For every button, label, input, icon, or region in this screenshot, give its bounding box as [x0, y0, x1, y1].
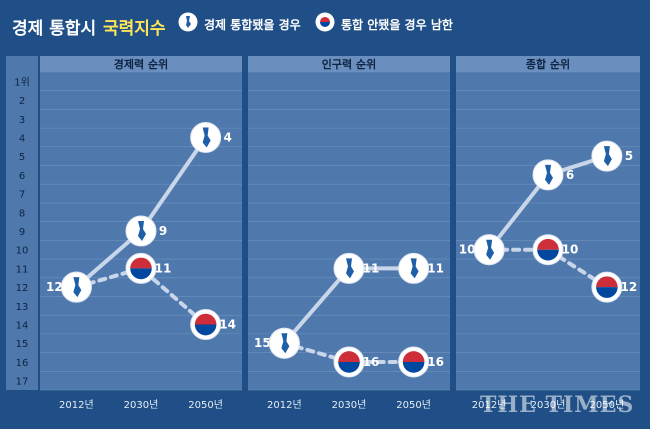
unified-marker [532, 159, 564, 191]
data-label: 11 [363, 261, 380, 275]
chart-panel [456, 56, 640, 390]
data-label: 10 [562, 243, 579, 257]
y-tick-label: 6 [19, 171, 25, 182]
x-tick-label: 2012년 [472, 399, 507, 411]
y-tick-label: 11 [16, 264, 29, 275]
panel-title: 경제력 순위 [114, 57, 168, 71]
y-tick-label: 8 [19, 208, 25, 219]
unified-marker [473, 234, 505, 266]
y-tick-label: 1위 [14, 75, 30, 88]
data-label: 16 [363, 355, 380, 369]
chart-panel-header [248, 56, 450, 72]
south-marker [591, 271, 623, 303]
panel-title: 종합 순위 [526, 57, 570, 71]
data-label: 11 [427, 261, 444, 275]
legend-unified-label: 경제 통합됐을 경우 [204, 18, 301, 32]
data-label: 6 [566, 168, 574, 182]
panel-title: 인구력 순위 [322, 57, 376, 71]
data-label: 12 [621, 280, 638, 294]
y-tick-label: 13 [16, 302, 29, 313]
unified-marker [60, 271, 92, 303]
y-tick-label: 5 [19, 152, 25, 163]
unified-korea-icon [178, 12, 198, 32]
unified-marker [398, 252, 430, 284]
unified-marker [268, 327, 300, 359]
data-label: 4 [223, 130, 231, 144]
y-tick-label: 3 [19, 115, 25, 126]
x-tick-label: 2030년 [332, 399, 367, 411]
x-tick-label: 2012년 [59, 399, 94, 411]
y-tick-label: 16 [16, 358, 29, 369]
x-tick-label: 2050년 [188, 399, 223, 411]
y-tick-label: 2 [19, 96, 25, 107]
chart-title: 경제 통합시 [12, 19, 97, 39]
data-label: 14 [219, 318, 236, 332]
data-label: 16 [427, 355, 444, 369]
data-label: 11 [155, 261, 172, 275]
y-axis-column [6, 56, 38, 390]
y-tick-label: 15 [16, 339, 29, 350]
data-label: 9 [159, 224, 167, 238]
y-tick-label: 4 [19, 133, 25, 144]
y-tick-label: 7 [19, 190, 25, 201]
y-tick-label: 12 [16, 283, 29, 294]
data-label: 10 [459, 243, 476, 257]
y-tick-label: 10 [16, 246, 29, 257]
watermark: THE TIMES [480, 392, 635, 418]
chart-title-highlight: 국력지수 [103, 19, 166, 39]
x-tick-label: 2050년 [396, 399, 431, 411]
legend-south-label: 통합 안됐을 경우 남한 [341, 18, 453, 32]
chart-panel-header [40, 56, 242, 72]
x-tick-label: 2012년 [267, 399, 302, 411]
unified-marker [591, 140, 623, 172]
chart-panel-header [456, 56, 640, 72]
x-tick-label: 2030년 [531, 399, 566, 411]
south-marker [398, 346, 430, 378]
south-marker [532, 234, 564, 266]
unified-marker [125, 215, 157, 247]
data-label: 15 [254, 336, 271, 350]
data-label: 12 [46, 280, 63, 294]
y-tick-label: 9 [19, 227, 25, 238]
unified-marker [333, 252, 365, 284]
south-marker [190, 309, 222, 341]
x-tick-label: 2050년 [590, 399, 625, 411]
chart-header: 경제 통합시 국력지수 경제 통합됐을 경우 통합 안됐을 경우 남한 [0, 0, 650, 56]
unified-marker [190, 121, 222, 153]
y-tick-label: 17 [16, 377, 29, 388]
x-tick-label: 2030년 [124, 399, 159, 411]
south-marker [125, 252, 157, 284]
south-korea-flag-icon [315, 12, 335, 32]
south-marker [333, 346, 365, 378]
data-label: 5 [625, 149, 633, 163]
y-tick-label: 14 [16, 321, 29, 332]
